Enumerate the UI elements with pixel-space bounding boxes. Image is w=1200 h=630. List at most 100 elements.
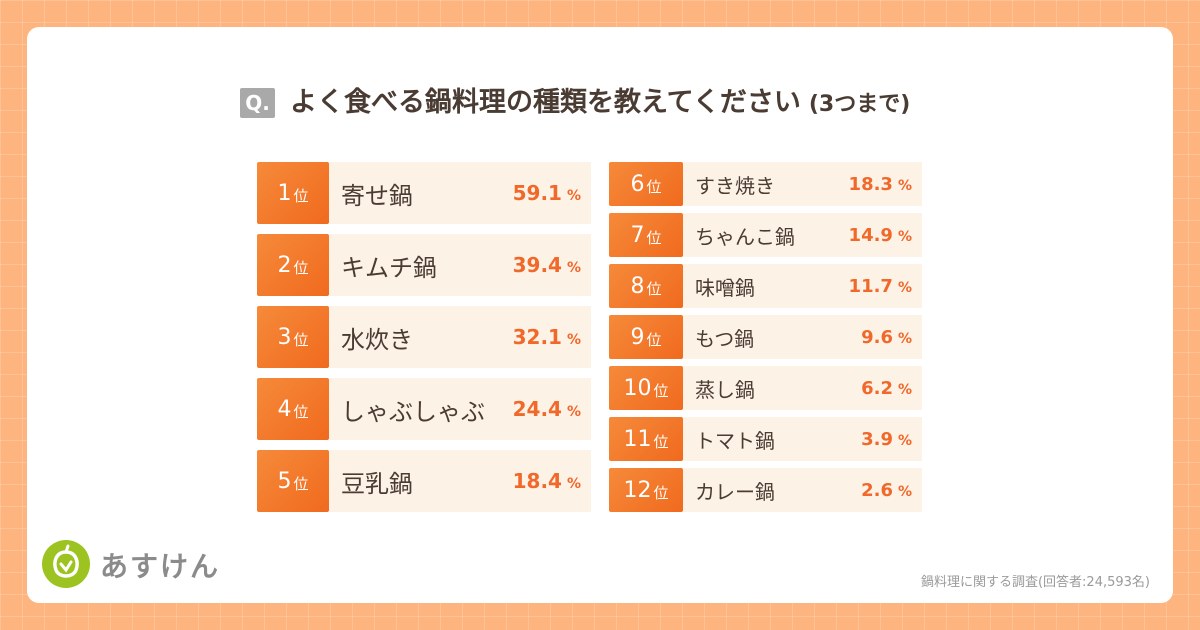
dish-name: すき焼き (695, 173, 775, 198)
percentage: 32.1% (513, 325, 581, 349)
rank-badge: 10 位 (609, 366, 683, 410)
rank-suffix: 位 (653, 432, 669, 451)
dish-name: 蒸し鍋 (695, 377, 755, 402)
rank-number: 9 (630, 324, 645, 350)
logo-text: あすけん (100, 550, 221, 583)
ranking-row: 味噌鍋 11.7% (683, 264, 922, 308)
rank-suffix: 位 (293, 402, 309, 421)
percentage-unit: % (897, 279, 912, 296)
rank-suffix: 位 (293, 258, 309, 277)
percentage-unit: % (897, 228, 912, 245)
percentage-unit: % (897, 330, 912, 347)
dish-name: ちゃんこ鍋 (695, 224, 795, 249)
ranking-row: ちゃんこ鍋 14.9% (683, 213, 922, 257)
rank-suffix: 位 (293, 474, 309, 493)
percentage: 6.2% (861, 378, 912, 399)
rank-suffix: 位 (646, 177, 662, 196)
rank-suffix: 位 (653, 483, 669, 502)
rank-number: 4 (277, 396, 292, 422)
percentage: 3.9% (861, 429, 912, 450)
percentage-value: 39.4 (512, 253, 562, 277)
percentage: 39.4% (513, 253, 581, 277)
percentage-value: 32.1 (512, 325, 562, 349)
rank-suffix: 位 (646, 330, 662, 349)
percentage-value: 14.9 (848, 224, 893, 246)
dish-name: キムチ鍋 (341, 253, 437, 282)
percentage: 9.6% (861, 327, 912, 348)
percentage: 2.6% (861, 480, 912, 501)
ranking-row: もつ鍋 9.6% (683, 315, 922, 359)
percentage-value: 11.7 (848, 275, 893, 297)
dish-name: 寄せ鍋 (341, 181, 413, 210)
question-mark: Q. (240, 88, 275, 118)
ranking-row: しゃぶしゃぶ 24.4% (329, 378, 591, 440)
rank-suffix: 位 (646, 279, 662, 298)
percentage-value: 2.6 (861, 479, 893, 501)
footnote: 鍋料理に関する調査(回答者:24,593名) (920, 575, 1150, 590)
ranking-row: 寄せ鍋 59.1% (329, 162, 591, 224)
rank-suffix: 位 (646, 228, 662, 247)
rank-number: 6 (630, 171, 645, 197)
dish-name: 水炊き (341, 325, 413, 354)
card (27, 27, 1173, 603)
rank-suffix: 位 (293, 186, 309, 205)
percentage-value: 24.4 (512, 397, 562, 421)
ranking-row: 蒸し鍋 6.2% (683, 366, 922, 410)
percentage: 18.4% (513, 469, 581, 493)
percentage-unit: % (897, 177, 912, 194)
rank-suffix: 位 (293, 330, 309, 349)
ranking-row: すき焼き 18.3% (683, 162, 922, 206)
percentage-unit: % (897, 483, 912, 500)
rank-number: 7 (630, 222, 645, 248)
dish-name: しゃぶしゃぶ (341, 397, 485, 426)
rank-badge: 12 位 (609, 468, 683, 512)
percentage-value: 9.6 (861, 326, 893, 348)
rank-number: 3 (277, 324, 292, 350)
percentage-unit: % (566, 476, 581, 492)
percentage-unit: % (897, 432, 912, 449)
dish-name: 味噌鍋 (695, 275, 755, 300)
percentage-value: 6.2 (861, 377, 893, 399)
rank-number: 11 (623, 426, 652, 452)
percentage: 11.7% (849, 276, 912, 297)
percentage: 59.1% (513, 181, 581, 205)
percentage-value: 3.9 (861, 428, 893, 450)
dish-name: 豆乳鍋 (341, 469, 413, 498)
rank-number: 2 (277, 252, 292, 278)
dish-name: もつ鍋 (695, 326, 755, 351)
title: よく食べる鍋料理の種類を教えてください (3つまで) (290, 84, 910, 124)
title-note: (3つまで) (808, 92, 911, 117)
dish-name: トマト鍋 (695, 428, 775, 453)
percentage: 24.4% (513, 397, 581, 421)
rank-number: 12 (623, 477, 652, 503)
percentage-value: 18.4 (512, 469, 562, 493)
rank-number: 10 (623, 375, 652, 401)
title-text: よく食べる鍋料理の種類を教えてください (290, 87, 801, 118)
percentage-unit: % (566, 404, 581, 420)
ranking-row: 豆乳鍋 18.4% (329, 450, 591, 512)
dish-name: カレー鍋 (695, 479, 775, 504)
percentage-unit: % (897, 381, 912, 398)
percentage-unit: % (566, 188, 581, 204)
logo-icon (42, 540, 90, 588)
percentage: 18.3% (849, 174, 912, 195)
percentage-unit: % (566, 332, 581, 348)
ranking-row: トマト鍋 3.9% (683, 417, 922, 461)
ranking-row: 水炊き 32.1% (329, 306, 591, 368)
ranking-row: カレー鍋 2.6% (683, 468, 922, 512)
percentage-value: 59.1 (512, 181, 562, 205)
rank-number: 1 (277, 180, 292, 206)
rank-badge: 11 位 (609, 417, 683, 461)
percentage: 14.9% (849, 225, 912, 246)
ranking-row: キムチ鍋 39.4% (329, 234, 591, 296)
